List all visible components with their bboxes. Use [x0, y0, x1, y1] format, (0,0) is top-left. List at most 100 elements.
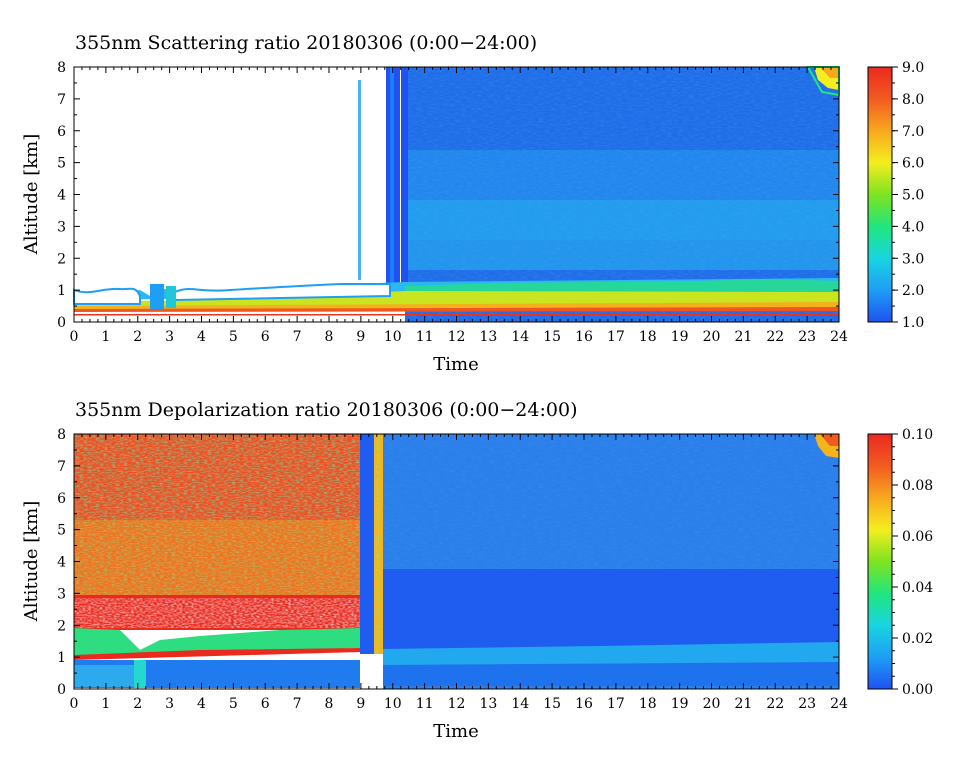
depolarization-title: 355nm Depolarization ratio 20180306 (0:0…: [75, 399, 577, 421]
scattering-x-tick-label: 10: [384, 329, 402, 345]
scattering-x-tick-label: 1: [101, 329, 110, 345]
scattering-y-tick-label: 7: [57, 92, 66, 108]
depolarization-x-tick-label: 3: [165, 696, 174, 712]
scattering-y-tick-label: 4: [57, 188, 66, 204]
scattering-xlabel: Time: [433, 354, 478, 375]
scattering-x-tick-label: 20: [703, 329, 721, 345]
scattering-colorbar-gradient: [867, 66, 893, 323]
scattering-colorbar-label: 8.0: [902, 92, 924, 108]
scattering-y-tick-label: 3: [57, 219, 66, 235]
scattering-x-tick-label: 16: [575, 329, 593, 345]
scattering-panel: 355nm Scattering ratio 20180306 (0:00−24…: [21, 32, 924, 375]
depolarization-y-tick-label: 7: [57, 459, 66, 475]
scattering-y-tick-label: 8: [57, 60, 66, 76]
depolarization-x-tick-label: 14: [511, 696, 529, 712]
scattering-title: 355nm Scattering ratio 20180306 (0:00−24…: [75, 32, 537, 54]
depolarization-x-tick-label: 22: [766, 696, 784, 712]
scattering-colorbar: 1.0 2.0 3.0 4.0 5.0 6.0 7.0 8.0 9.0: [867, 60, 924, 331]
depolarization-y-tick-label: 1: [57, 650, 66, 666]
depolarization-x-tick-label: 8: [325, 696, 334, 712]
depolarization-x-tick-label: 2: [133, 696, 142, 712]
scattering-x-tick-label: 21: [734, 329, 752, 345]
depolarization-x-tick-label: 6: [261, 696, 270, 712]
scattering-colorbar-label: 7.0: [902, 124, 924, 140]
depolarization-x-tick-label: 5: [229, 696, 238, 712]
depolarization-x-tick-label: 16: [575, 696, 593, 712]
depolarization-heatmap: [74, 434, 839, 689]
scattering-y-tick-label: 0: [57, 315, 66, 331]
depolarization-x-tick-label: 24: [830, 696, 848, 712]
depolarization-x-tick-label: 20: [703, 696, 721, 712]
depolarization-colorbar-gradient: [867, 433, 893, 690]
scattering-x-tick-label: 12: [448, 329, 466, 345]
depolarization-y-tick-label: 4: [57, 555, 66, 571]
depolarization-x-tick-label: 0: [70, 696, 79, 712]
scattering-colorbar-ticks: 1.0 2.0 3.0 4.0 5.0 6.0 7.0 8.0 9.0: [892, 60, 924, 331]
scattering-x-tick-label: 4: [197, 329, 206, 345]
depolarization-colorbar-label: 0.02: [902, 631, 933, 647]
depolarization-y-tick-label: 2: [57, 618, 66, 634]
scattering-x-tick-label: 22: [766, 329, 784, 345]
depolarization-x-tick-label: 9: [356, 696, 365, 712]
scattering-colorbar-label: 2.0: [902, 283, 924, 299]
scattering-x-tick-label: 13: [479, 329, 497, 345]
scattering-colorbar-label: 9.0: [902, 60, 924, 76]
scattering-colorbar-label: 4.0: [902, 219, 924, 235]
depolarization-x-tick-label: 10: [384, 696, 402, 712]
depolarization-y-tick-label: 5: [57, 523, 66, 539]
scattering-x-tick-label: 14: [511, 329, 529, 345]
depolarization-colorbar-label: 0.08: [902, 478, 933, 494]
scattering-x-tick-label: 15: [543, 329, 561, 345]
scattering-colorbar-label: 1.0: [902, 315, 924, 331]
depolarization-ylabel: Altitude [km]: [21, 501, 42, 623]
scattering-x-tick-label: 19: [671, 329, 689, 345]
depolarization-colorbar-label: 0.10: [902, 427, 933, 443]
depolarization-colorbar-label: 0.04: [902, 580, 933, 596]
scattering-x-tick-label: 5: [229, 329, 238, 345]
depolarization-y-tick-label: 6: [57, 491, 66, 507]
depolarization-x-tick-label: 21: [734, 696, 752, 712]
depolarization-colorbar: 0.00 0.02 0.04 0.06 0.08 0.10: [867, 427, 933, 698]
depolarization-x-tick-label: 7: [293, 696, 302, 712]
depolarization-x-ticks: 0 1 2 3 4 5 6 7 8 9 10 11 12 13 14 15 16 17 18 19 20 21 22 23 24: [70, 434, 848, 712]
depolarization-y-ticks: 0 1 2 3 4 5 6 7 8: [57, 427, 839, 698]
depolarization-x-tick-label: 4: [197, 696, 206, 712]
depolarization-x-tick-label: 18: [639, 696, 657, 712]
depolarization-x-tick-label: 12: [448, 696, 466, 712]
depolarization-x-tick-label: 19: [671, 696, 689, 712]
depolarization-colorbar-label: 0.06: [902, 529, 933, 545]
scattering-y-ticks: 0 1 2 3 4 5 6 7 8: [57, 60, 839, 331]
scattering-colorbar-label: 5.0: [902, 188, 924, 204]
scattering-x-tick-label: 0: [70, 329, 79, 345]
depolarization-x-tick-label: 13: [479, 696, 497, 712]
depolarization-y-tick-label: 3: [57, 586, 66, 602]
scattering-x-tick-label: 9: [356, 329, 365, 345]
scattering-x-tick-label: 8: [325, 329, 334, 345]
depolarization-x-tick-label: 15: [543, 696, 561, 712]
scattering-y-tick-label: 6: [57, 124, 66, 140]
scattering-x-tick-label: 24: [830, 329, 848, 345]
scattering-x-tick-label: 6: [261, 329, 270, 345]
depolarization-x-tick-label: 17: [607, 696, 625, 712]
scattering-x-ticks: 0 1 2 3 4 5 6 7 8 9 10 11 12 13 14 15 16 17 18 19 20 21 22 23 24: [70, 67, 848, 345]
scattering-x-tick-label: 23: [798, 329, 816, 345]
scattering-colorbar-label: 6.0: [902, 156, 924, 172]
depolarization-x-tick-label: 11: [416, 696, 434, 712]
scattering-heatmap: [73, 66, 840, 322]
scattering-y-tick-label: 2: [57, 251, 66, 267]
scattering-y-tick-label: 5: [57, 156, 66, 172]
scattering-colorbar-label: 3.0: [902, 251, 924, 267]
depolarization-colorbar-label: 0.00: [902, 682, 933, 698]
scattering-x-tick-label: 3: [165, 329, 174, 345]
depolarization-colorbar-ticks: 0.00 0.02 0.04 0.06 0.08 0.10: [892, 427, 933, 698]
scattering-x-tick-label: 2: [133, 329, 142, 345]
scattering-ylabel: Altitude [km]: [21, 134, 42, 256]
depolarization-y-tick-label: 0: [57, 682, 66, 698]
depolarization-x-tick-label: 23: [798, 696, 816, 712]
scattering-x-tick-label: 11: [416, 329, 434, 345]
scattering-x-tick-label: 17: [607, 329, 625, 345]
scattering-x-tick-label: 7: [293, 329, 302, 345]
depolarization-x-tick-label: 1: [101, 696, 110, 712]
depolarization-panel: 355nm Depolarization ratio 20180306 (0:0…: [21, 399, 933, 742]
